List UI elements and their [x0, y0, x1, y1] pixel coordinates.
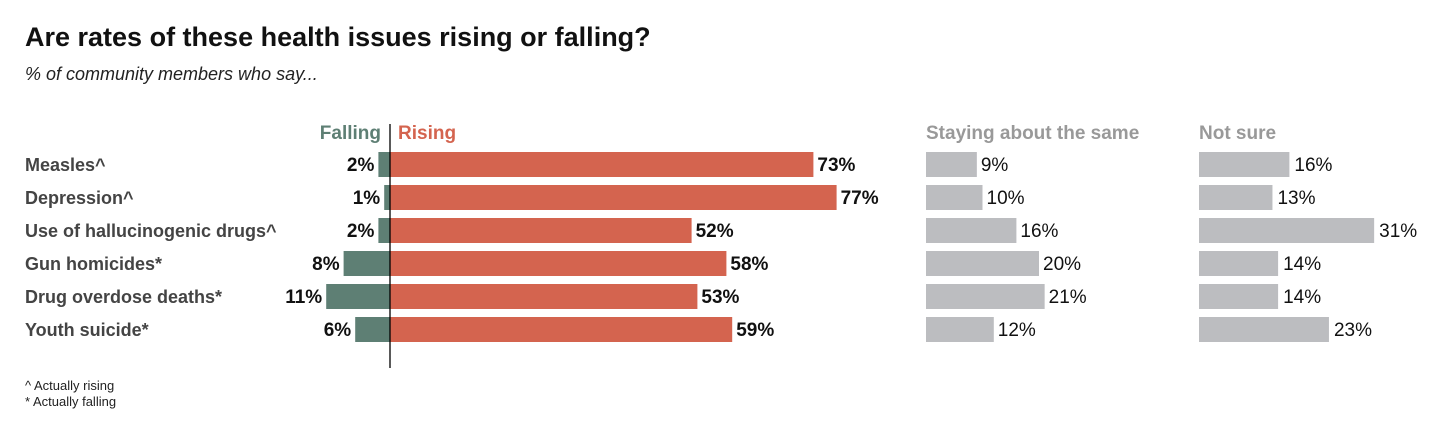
category-label: Use of hallucinogenic drugs^: [25, 221, 277, 241]
chart-subtitle: % of community members who say...: [25, 64, 318, 84]
bar-falling: [355, 317, 390, 342]
label-not-sure: 16%: [1294, 155, 1332, 176]
bar-rising: [390, 185, 837, 210]
label-falling: 11%: [285, 287, 322, 308]
label-rising: 58%: [730, 254, 768, 275]
label-staying: 21%: [1049, 287, 1087, 308]
bar-staying: [926, 152, 977, 177]
bar-falling: [343, 251, 390, 276]
bar-staying: [926, 317, 994, 342]
bar-falling: [378, 152, 390, 177]
label-staying: 16%: [1020, 221, 1058, 242]
bar-not-sure: [1199, 284, 1279, 309]
bar-rising: [390, 251, 727, 276]
header-rising: Rising: [398, 123, 456, 144]
bar-rising: [390, 284, 698, 309]
category-label: Youth suicide*: [25, 320, 149, 340]
label-falling: 1%: [353, 188, 381, 209]
label-rising: 52%: [696, 221, 734, 242]
label-falling: 6%: [324, 320, 352, 341]
bar-rising: [390, 152, 814, 177]
label-rising: 77%: [841, 188, 879, 209]
label-falling: 2%: [347, 221, 375, 242]
label-staying: 10%: [987, 188, 1025, 209]
header-not-sure: Not sure: [1199, 123, 1276, 144]
bar-staying: [926, 251, 1039, 276]
label-not-sure: 13%: [1277, 188, 1315, 209]
label-rising: 53%: [701, 287, 739, 308]
category-label: Measles^: [25, 155, 106, 175]
bar-staying: [926, 185, 983, 210]
bar-not-sure: [1199, 251, 1279, 276]
bar-not-sure: [1199, 185, 1273, 210]
label-staying: 9%: [981, 155, 1009, 176]
category-label: Drug overdose deaths*: [25, 287, 222, 307]
label-staying: 12%: [998, 320, 1036, 341]
bar-rising: [390, 218, 692, 243]
footnote-actually-rising: ^ Actually rising: [25, 378, 115, 393]
category-label: Gun homicides*: [25, 254, 162, 274]
label-staying: 20%: [1043, 254, 1081, 275]
chart-title: Are rates of these health issues rising …: [25, 22, 651, 52]
bar-staying: [926, 284, 1045, 309]
header-falling: Falling: [320, 123, 381, 144]
bar-falling: [378, 218, 390, 243]
label-not-sure: 14%: [1283, 287, 1321, 308]
label-not-sure: 14%: [1283, 254, 1321, 275]
label-rising: 73%: [817, 155, 855, 176]
category-label: Depression^: [25, 188, 134, 208]
bar-rising: [390, 317, 733, 342]
bar-not-sure: [1199, 152, 1290, 177]
header-staying: Staying about the same: [926, 123, 1139, 144]
label-not-sure: 23%: [1334, 320, 1372, 341]
footnotes: ^ Actually rising * Actually falling: [25, 378, 116, 410]
label-falling: 2%: [347, 155, 375, 176]
bar-staying: [926, 218, 1017, 243]
bar-not-sure: [1199, 218, 1375, 243]
label-falling: 8%: [312, 254, 340, 275]
footnote-actually-falling: * Actually falling: [25, 394, 117, 409]
bar-falling: [384, 185, 390, 210]
bar-falling: [326, 284, 390, 309]
label-not-sure: 31%: [1379, 221, 1417, 242]
label-rising: 59%: [736, 320, 774, 341]
bar-not-sure: [1199, 317, 1329, 342]
